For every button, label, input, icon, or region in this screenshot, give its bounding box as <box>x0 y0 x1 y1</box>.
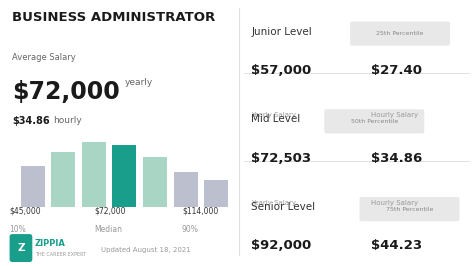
Text: Updated August 18, 2021: Updated August 18, 2021 <box>100 247 190 252</box>
Text: 10%: 10% <box>9 225 27 234</box>
Bar <box>143 157 167 207</box>
Text: Median: Median <box>94 225 123 234</box>
FancyBboxPatch shape <box>324 109 424 134</box>
Text: 50th Percentile: 50th Percentile <box>351 119 398 124</box>
Bar <box>21 166 45 207</box>
Text: BUSINESS ADMINISTRATOR: BUSINESS ADMINISTRATOR <box>12 11 215 24</box>
Text: Yearly Salary: Yearly Salary <box>251 200 296 206</box>
Bar <box>82 142 106 207</box>
Text: $92,000: $92,000 <box>251 239 311 252</box>
Text: 25th Percentile: 25th Percentile <box>376 31 424 36</box>
Text: $72,503: $72,503 <box>251 152 311 165</box>
Bar <box>51 152 75 207</box>
Text: Senior Level: Senior Level <box>251 202 315 212</box>
Text: hourly: hourly <box>53 116 82 125</box>
Text: Yearly Salary: Yearly Salary <box>251 112 296 118</box>
Text: $27.40: $27.40 <box>371 64 422 77</box>
Text: Hourly Salary: Hourly Salary <box>371 112 418 118</box>
Text: $72,000: $72,000 <box>94 206 126 215</box>
Text: $114,000: $114,000 <box>182 206 218 215</box>
Bar <box>204 180 228 207</box>
Text: Average Salary: Average Salary <box>12 53 76 62</box>
Bar <box>112 145 137 207</box>
Text: 75th Percentile: 75th Percentile <box>386 207 433 212</box>
Text: THE CAREER EXPERT: THE CAREER EXPERT <box>35 252 86 257</box>
Text: yearly: yearly <box>125 78 153 88</box>
Text: $57,000: $57,000 <box>251 64 311 77</box>
Text: Mid Level: Mid Level <box>251 114 301 124</box>
Text: $72,000: $72,000 <box>12 80 120 104</box>
Text: ZIPPIA: ZIPPIA <box>35 239 65 248</box>
FancyBboxPatch shape <box>359 197 459 221</box>
Bar <box>173 172 198 207</box>
Text: $34.86: $34.86 <box>12 116 50 126</box>
Text: Hourly Salary: Hourly Salary <box>371 200 418 206</box>
Text: $34.86: $34.86 <box>371 152 422 165</box>
FancyBboxPatch shape <box>350 22 450 46</box>
Text: 90%: 90% <box>182 225 199 234</box>
FancyBboxPatch shape <box>9 234 32 262</box>
Text: Junior Level: Junior Level <box>251 27 312 37</box>
Text: Z: Z <box>17 243 25 253</box>
Text: $45,000: $45,000 <box>9 206 41 215</box>
Text: $44.23: $44.23 <box>371 239 422 252</box>
